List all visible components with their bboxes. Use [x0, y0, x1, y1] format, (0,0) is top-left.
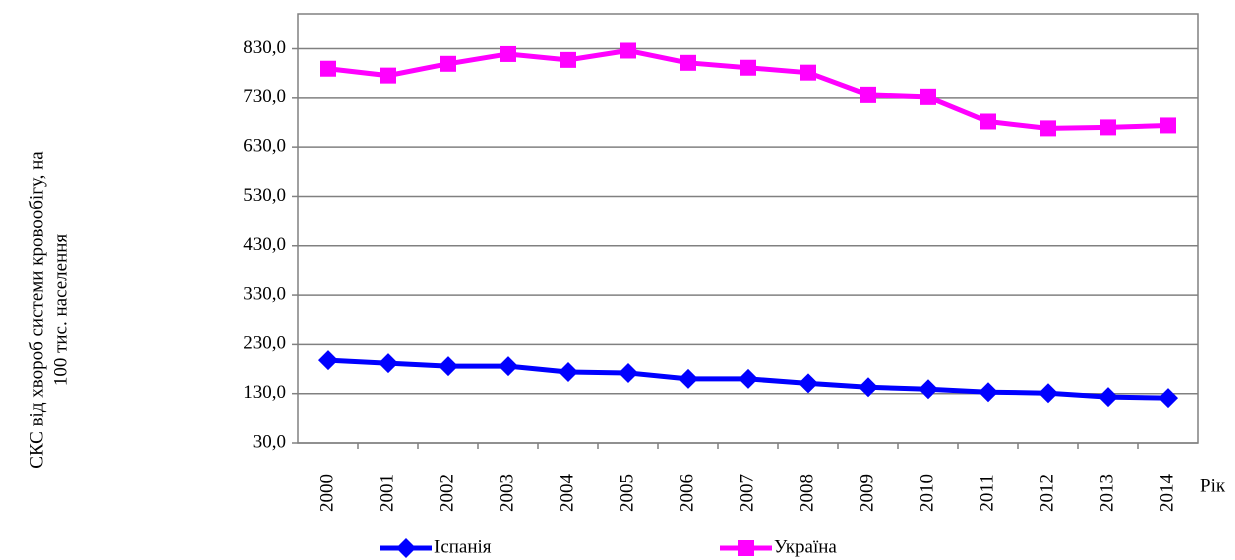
data-point: [1158, 388, 1178, 409]
y-tick-label: 230,0: [243, 333, 286, 354]
data-point: [800, 64, 816, 81]
legend-label: Іспанія: [434, 536, 492, 557]
legend-marker: [738, 540, 754, 556]
y-tick-label: 130,0: [243, 382, 286, 403]
legend-label: Україна: [774, 536, 837, 557]
data-point: [980, 113, 996, 130]
y-tick-label: 530,0: [243, 185, 286, 206]
y-tick-label: 730,0: [243, 86, 286, 107]
data-point: [440, 55, 456, 72]
data-point: [320, 60, 336, 77]
data-point: [1038, 383, 1058, 404]
data-point: [1100, 119, 1116, 136]
x-tick-label: 2010: [916, 474, 937, 512]
x-tick-label: 2011: [976, 474, 997, 511]
x-tick-label: 2000: [316, 474, 337, 512]
y-tick-label: 330,0: [243, 283, 286, 304]
x-tick-label: 2001: [376, 474, 397, 512]
data-point: [740, 59, 756, 76]
data-point: [918, 379, 938, 400]
y-tick-label: 630,0: [243, 135, 286, 156]
data-point: [380, 67, 396, 84]
y-tick-label: 430,0: [243, 234, 286, 255]
x-tick-label: 2008: [796, 474, 817, 512]
legend-marker: [396, 538, 416, 558]
data-point: [798, 373, 818, 394]
y-tick-label: 830,0: [243, 37, 286, 58]
y-axis-label: СКС від хвороб системи кровообігу, на: [26, 151, 47, 469]
data-point: [500, 45, 516, 62]
data-point: [920, 88, 936, 105]
data-point: [1160, 117, 1176, 134]
data-point: [620, 42, 636, 59]
data-point: [860, 86, 876, 103]
y-tick-label: 30,0: [253, 431, 286, 452]
data-point: [1040, 120, 1056, 137]
data-point: [738, 368, 758, 389]
data-point: [438, 356, 458, 377]
data-point: [618, 362, 638, 383]
x-tick-label: 2002: [436, 474, 457, 512]
x-tick-label: 2006: [676, 474, 697, 512]
data-point: [1098, 387, 1118, 408]
data-point: [558, 361, 578, 382]
x-tick-label: 2012: [1036, 474, 1057, 512]
x-tick-label: 2014: [1156, 474, 1177, 513]
x-tick-label: 2003: [496, 474, 517, 512]
y-axis-label: 100 тис. населення: [50, 234, 71, 387]
x-axis-label: Рік: [1200, 475, 1226, 496]
data-point: [498, 356, 518, 377]
data-point: [680, 54, 696, 71]
x-tick-label: 2013: [1096, 474, 1117, 512]
data-point: [858, 377, 878, 398]
x-tick-label: 2005: [616, 474, 637, 512]
data-point: [318, 350, 338, 371]
data-point: [560, 51, 576, 68]
x-tick-label: 2004: [556, 474, 577, 513]
data-point: [378, 353, 398, 374]
x-tick-label: 2009: [856, 474, 877, 512]
x-tick-label: 2007: [736, 474, 757, 512]
data-point: [978, 382, 998, 403]
data-point: [678, 368, 698, 389]
